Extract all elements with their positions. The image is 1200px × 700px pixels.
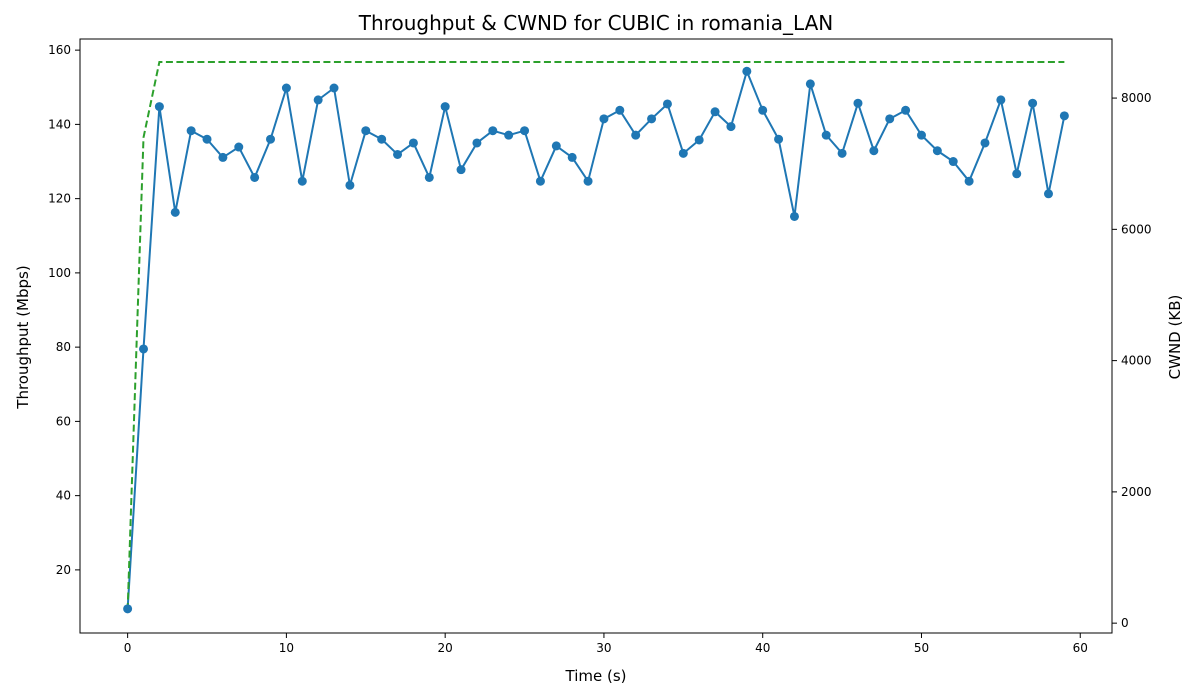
- throughput-point: [694, 135, 704, 145]
- throughput-point: [266, 134, 276, 144]
- throughput-point: [821, 130, 831, 140]
- x-tick-label: 50: [914, 641, 929, 655]
- x-tick-label: 10: [279, 641, 294, 655]
- y2-tick-label: 0: [1121, 616, 1129, 630]
- throughput-point: [662, 99, 672, 109]
- throughput-point: [647, 114, 657, 124]
- throughput-point: [885, 114, 895, 124]
- throughput-point: [297, 176, 307, 186]
- plot-frame: [79, 38, 1113, 634]
- throughput-point: [631, 130, 641, 140]
- throughput-point: [202, 134, 212, 144]
- throughput-point: [281, 83, 291, 93]
- throughput-point: [615, 105, 625, 115]
- throughput-point: [424, 172, 434, 182]
- throughput-point: [853, 98, 863, 108]
- throughput-point: [805, 79, 815, 89]
- throughput-point: [345, 180, 355, 190]
- throughput-point: [932, 146, 942, 156]
- y-axis-label: Throughput (Mbps): [14, 265, 32, 409]
- throughput-point: [1028, 98, 1038, 108]
- y2-axis-label: CWND (KB): [1166, 295, 1184, 380]
- throughput-point: [980, 138, 990, 148]
- plot-area: 0 10 20 30 40 50 60 20 40 60 80 100 120 140 160 0 2000 40…: [48, 38, 1152, 655]
- y-tick-label: 120: [48, 192, 71, 206]
- throughput-point: [789, 211, 799, 221]
- throughput-point: [535, 176, 545, 186]
- throughput-point: [1043, 189, 1053, 199]
- chart-title: Throughput & CWND for CUBIC in romania_L…: [358, 11, 833, 35]
- y-tick-label: 40: [56, 489, 71, 503]
- throughput-point: [599, 114, 609, 124]
- throughput-point: [964, 176, 974, 186]
- x-tick-label: 60: [1073, 641, 1088, 655]
- y2-tick-label: 6000: [1121, 222, 1152, 236]
- throughput-point: [916, 130, 926, 140]
- throughput-point: [869, 146, 879, 156]
- throughput-point: [901, 105, 911, 115]
- throughput-point: [139, 344, 149, 354]
- throughput-point: [996, 95, 1006, 105]
- throughput-point: [456, 165, 466, 175]
- throughput-point: [329, 83, 339, 93]
- throughput-point: [234, 142, 244, 152]
- x-tick-label: 30: [596, 641, 611, 655]
- throughput-point: [361, 126, 371, 136]
- throughput-point: [186, 126, 196, 136]
- throughput-point: [758, 105, 768, 115]
- throughput-point: [218, 152, 228, 162]
- throughput-point: [710, 107, 720, 117]
- throughput-point: [726, 122, 736, 132]
- throughput-point: [170, 207, 180, 217]
- y-tick-label: 100: [48, 266, 71, 280]
- cwnd-line: [126, 60, 1065, 611]
- throughput-line: [126, 70, 1066, 609]
- y-tick-label: 20: [56, 563, 71, 577]
- throughput-point: [472, 138, 482, 148]
- throughput-point: [1012, 169, 1022, 179]
- throughput-point: [948, 157, 958, 167]
- x-tick-label: 20: [438, 641, 453, 655]
- throughput-point: [774, 134, 784, 144]
- throughput-point: [377, 134, 387, 144]
- throughput-point: [742, 66, 752, 76]
- throughput-point: [678, 148, 688, 158]
- throughput-point: [551, 141, 561, 151]
- throughput-point: [313, 95, 323, 105]
- throughput-point: [250, 172, 260, 182]
- x-axis-label: Time (s): [565, 667, 627, 685]
- throughput-point: [837, 148, 847, 158]
- throughput-point: [408, 138, 418, 148]
- throughput-point: [1059, 111, 1069, 121]
- y-tick-label: 60: [56, 414, 71, 428]
- throughput-point: [504, 130, 514, 140]
- throughput-point: [520, 126, 530, 136]
- x-tick-label: 0: [124, 641, 132, 655]
- throughput-point: [583, 176, 593, 186]
- y-tick-label: 140: [48, 117, 71, 131]
- y2-tick-label: 4000: [1121, 354, 1152, 368]
- throughput-point: [154, 102, 164, 112]
- x-tick-label: 40: [755, 641, 770, 655]
- y2-tick-label: 2000: [1121, 485, 1152, 499]
- y-tick-label: 80: [56, 340, 71, 354]
- y2-tick-label: 8000: [1121, 91, 1152, 105]
- throughput-point: [440, 102, 450, 112]
- y-tick-label: 160: [48, 43, 71, 57]
- throughput-point: [393, 149, 403, 159]
- throughput-point: [567, 152, 577, 162]
- throughput-point: [123, 604, 133, 614]
- throughput-point: [488, 126, 498, 136]
